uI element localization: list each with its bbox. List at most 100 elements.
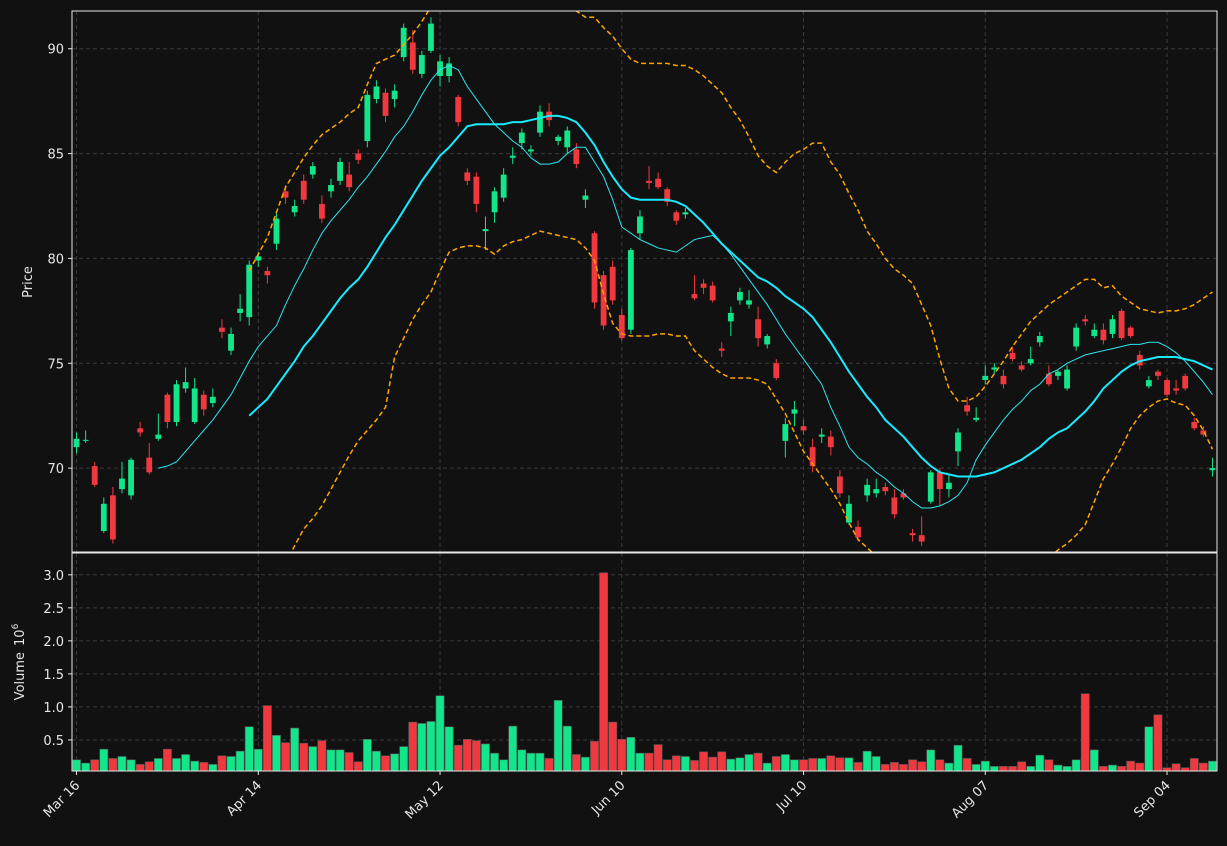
volume-bar [199,762,209,771]
candle-body [673,212,680,221]
candle-body [137,428,144,433]
volume-bar [262,705,272,771]
candle-body [164,394,171,422]
volume-bar [799,759,808,771]
candle-body [1136,354,1143,366]
candle-body [791,409,798,414]
candle-body [773,363,780,378]
volume-bar [453,744,463,771]
candle-body [836,476,843,494]
volume-bar [317,740,327,771]
volume-bar [508,725,518,771]
volume-bar [390,753,399,771]
candle-body [146,457,153,473]
candle-body [355,153,362,160]
candle-body [264,271,271,276]
volume-bar [517,749,527,771]
candle-body [1200,430,1207,435]
volume-bar [744,754,754,771]
candle-body [209,396,216,404]
candle-body [437,61,443,77]
candle-body [755,319,761,339]
candle-body [464,172,471,181]
volume-bar [435,695,445,771]
volume-bar [1171,763,1181,771]
candle-body [600,275,607,326]
volume-bar [208,764,218,771]
candle-body [373,86,380,100]
volume-bar [481,743,490,771]
volume-bar [172,758,181,771]
volume-bar [989,766,999,771]
candle-body [1027,359,1034,364]
candle-body [391,90,398,100]
candle-body [955,432,961,452]
candle-body [1009,352,1016,360]
volume-bar [926,749,936,771]
candle-body [291,206,298,213]
candle-body [1064,369,1070,389]
candle-body [1209,468,1216,471]
candle-body [700,283,707,288]
candle-body [473,176,480,204]
volume-bar [1126,760,1136,771]
volume-bar [417,723,427,771]
volume-bar [590,740,599,771]
candle-body [309,166,316,175]
volume-bar [272,735,281,771]
candle-body [128,459,134,496]
candle-body [1100,329,1107,341]
candle-body [664,189,671,202]
candle-body [409,42,416,70]
candle-body [718,348,725,351]
candle-body [991,367,998,370]
volume-bar [235,750,245,771]
volume-bar [217,755,227,771]
candle-body [1082,319,1089,322]
volume-bar [717,751,727,771]
candle-body [1182,375,1189,389]
candle-body [282,191,289,198]
volume-bar [1099,766,1108,771]
candle-body [1045,373,1052,385]
candle-body [582,195,589,200]
candle-body [1000,375,1007,385]
volume-bar [526,752,536,771]
candle-body [246,264,253,318]
candle-body [537,111,543,133]
volume-bar [780,754,790,771]
candle-body [1145,380,1152,387]
volume-bar [126,759,136,771]
y-tick-label: 85 [47,148,64,163]
volume-bar [708,756,718,771]
volume-bar [971,764,981,771]
volume-bar [599,572,608,771]
y-tick-label: 90 [47,43,64,58]
candle-body [446,63,453,77]
candle-body [382,92,389,116]
candle-body [428,23,434,51]
volume-bar [571,754,581,771]
volume-bar [1062,766,1072,771]
volume-bar [490,752,499,771]
volume-bar [1135,762,1145,771]
candle-body [564,130,571,148]
candle-body [882,486,889,492]
y-tick-label: 80 [47,252,64,267]
candle-body [173,384,180,422]
volume-bar [335,749,345,771]
candle-body [646,180,652,183]
volume-bar [980,760,990,771]
volume-bar [1053,764,1063,771]
volume-bar [163,748,172,771]
candle-body [518,132,525,144]
candle-body [827,436,834,448]
candle-body [1118,310,1125,339]
candle-body [1091,329,1098,337]
candle-body [228,333,234,351]
volume-bar [144,761,154,771]
volume-bar [362,738,372,771]
volume-bar [890,762,899,771]
candle-body [100,503,107,532]
